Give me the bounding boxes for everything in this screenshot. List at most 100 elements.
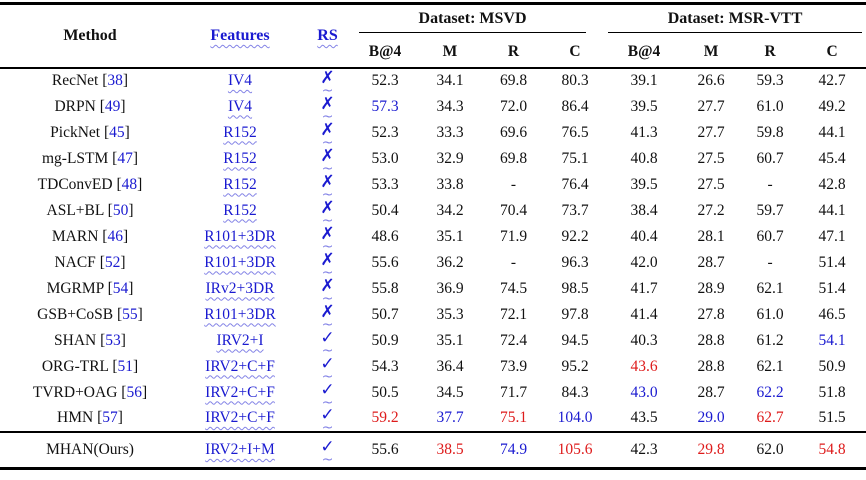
score-cell: 94.5 [561,331,589,349]
method-name: TVRD+OAG [32,383,118,401]
feature-link[interactable]: IRV2+C+F [205,357,275,375]
feature-link[interactable]: IRV2+C+F [205,383,275,401]
feature-link[interactable]: R152 [223,149,257,167]
citation-link[interactable]: 54 [112,279,129,297]
score-cell: 74.9 [499,440,528,458]
score-cell: - [767,253,773,271]
score-cell: 33.8 [436,175,464,193]
score-cell: 92.2 [561,227,589,245]
score-cell: 104.0 [542,405,609,433]
citation-bracket: ] [117,409,123,426]
feature-link[interactable]: R101+3DR [204,253,276,271]
citation-link[interactable]: 45 [109,123,125,141]
wave-decoration: ~ [321,316,334,328]
features-cell: R152 [180,120,300,146]
score-cell: 73.9 [499,357,528,375]
check-icon: ✓ ~ [320,405,335,430]
citation-bracket: ] [124,123,130,141]
feature-link[interactable]: IV4 [227,72,253,89]
feature-link[interactable]: R152 [223,175,257,193]
method-cell: ASL+BL [50] [0,198,180,224]
feature-link[interactable]: IV4 [227,97,253,115]
citation-bracket: ] [122,72,129,89]
rs-header-link[interactable]: RS [317,26,338,44]
cross-icon: ✗ ~ [320,70,334,94]
citation-link[interactable]: 56 [126,383,142,401]
citation-link[interactable]: 48 [121,175,138,193]
score-cell: - [510,175,517,193]
citation-link[interactable]: 53 [105,331,121,349]
score-cell: 41.7 [630,279,658,297]
method-name: GSB+CoSB [37,305,114,323]
crossmark-glyph: ✗ [320,171,335,192]
col-header-msvd-m: M [415,36,485,69]
checkmark-glyph: ✓ [320,405,335,425]
score-cell: 72.1 [499,305,528,323]
score-cell: 28.1 [697,227,725,245]
table-row: mg-LSTM [47] R152 ✗ ~53.0 32.9 69.8 75.1 40.8 27… [0,146,866,172]
feature-link[interactable]: IRV2+I+M [205,440,275,458]
cross-icon: ✗ ~ [320,225,334,250]
cross-icon: ✗ ~ [320,171,335,198]
rs-cell: ✗ ~ [300,146,355,172]
score-cell: 27.8 [697,305,725,323]
citation-link[interactable]: 46 [107,227,123,245]
citation-link[interactable]: 47 [117,149,133,167]
feature-link[interactable]: R152 [223,201,257,219]
score-cell: 69.6 [499,123,528,141]
citation-link[interactable]: 50 [112,201,129,219]
score-cell: 44.1 [818,123,846,141]
score-cell: 62.1 [756,279,784,297]
wave-decoration: ~ [321,108,334,120]
method-name: MARN [51,227,99,245]
feature-link[interactable]: IRV2+I [216,331,264,349]
score-cell: 95.2 [561,357,589,375]
score-cell: 29.0 [680,405,743,433]
cross-icon: ✗ ~ [320,121,334,146]
citation-link[interactable]: 51 [117,357,133,375]
feature-link[interactable]: R101+3DR [204,227,276,245]
score-cell: 34.1 [436,72,464,89]
citation-link[interactable]: 55 [122,305,138,323]
table-row: MGRMP [54] IRv2+3DR ✗ ~55.8 36.9 74.5 98.5 41.7… [0,276,866,302]
citation-link[interactable]: 57 [102,409,118,426]
rs-cell: ✗ ~ [300,302,355,328]
score-cell: 36.2 [436,253,464,271]
score-cell: 42.8 [818,175,846,193]
col-header-msrvtt-b4: B@4 [608,36,681,69]
citation-link[interactable]: 49 [104,97,121,115]
score-cell: 60.7 [756,227,784,245]
citation-link[interactable]: 38 [107,72,123,89]
score-cell: 51.4 [818,253,846,271]
score-cell: 105.6 [557,440,593,458]
feature-link[interactable]: R101+3DR [204,305,276,323]
citation-bracket: ] [137,175,143,193]
citation-link[interactable]: 52 [104,253,121,271]
wave-decoration: ~ [321,451,334,468]
feature-link[interactable]: R152 [223,123,257,141]
score-cell: 52.3 [371,123,399,141]
col-header-msvd-c: C [542,36,609,69]
feature-link[interactable]: IRV2+C+F [205,409,275,426]
feature-link[interactable]: IRv2+3DR [205,279,275,297]
checkmark-glyph: ✓ [320,327,335,348]
score-cell: 26.6 [697,72,725,89]
score-cell: 50.7 [371,305,399,323]
score-cell: - [767,175,773,193]
wave-decoration: ~ [321,212,334,224]
score-cell: 40.8 [630,149,658,167]
wave-decoration: ~ [321,186,334,198]
features-cell: IRV2+C+F [180,380,300,406]
table-row: NACF [52] R101+3DR ✗ ~55.6 36.2-96.3 42.0 28.7… [0,250,866,276]
score-cell: 46.5 [818,305,846,323]
features-cell: R152 [180,172,300,198]
score-cell: 42.3 [630,440,658,458]
features-cell: IV4 [180,94,300,120]
features-header-link[interactable]: Features [210,26,270,44]
features-cell: R101+3DR [180,302,300,328]
method-name: RecNet [51,72,99,89]
score-cell: 34.5 [436,383,464,401]
citation-bracket: [ [117,383,127,401]
method-cell: SHAN [53] [0,328,180,354]
